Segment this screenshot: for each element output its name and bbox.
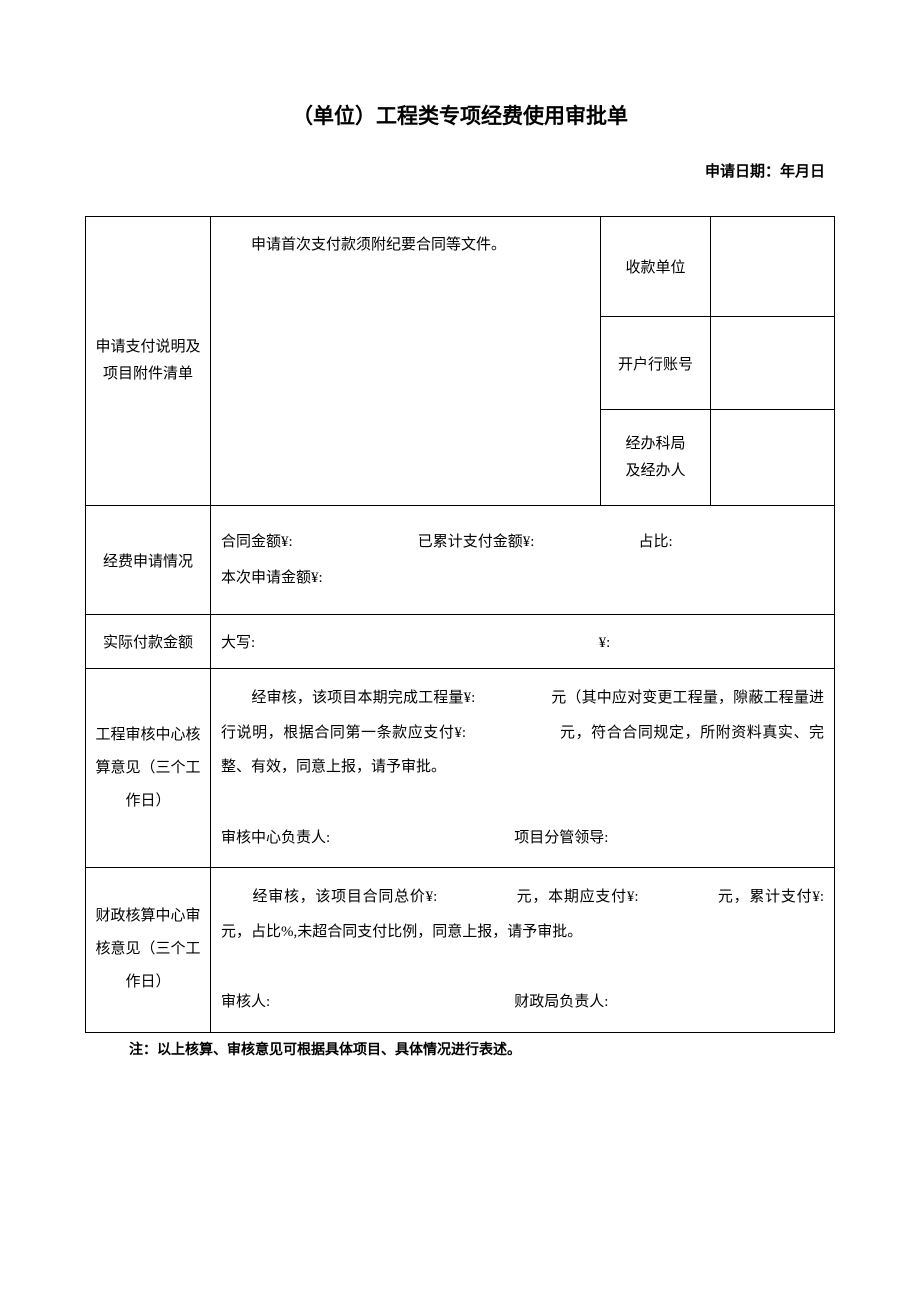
handler-label: 经办科局 及经办人 <box>601 410 711 506</box>
bank-account-label: 开户行账号 <box>601 317 711 410</box>
document-page: （单位）工程类专项经费使用审批单 申请日期：年月日 申请支付说明及项目附件清单 … <box>0 0 920 1119</box>
footer-note: 注：以上核算、审核意见可根据具体项目、具体情况进行表述。 <box>85 1039 835 1059</box>
amount-currency-label: ¥: <box>599 635 611 652</box>
application-desc-label: 申请支付说明及项目附件清单 <box>86 217 211 506</box>
paid-amount-label: 已累计支付金额¥: <box>418 524 635 560</box>
fin-audit-label: 财政核算中心审核意见（三个工作日） <box>86 868 211 1033</box>
handler-value <box>711 410 835 506</box>
apply-date-label: 申请日期：年月日 <box>85 160 835 181</box>
form-title: （单位）工程类专项经费使用审批单 <box>85 100 835 130</box>
contract-amount-label: 合同金额¥: <box>221 524 414 560</box>
handler-line2: 及经办人 <box>607 458 704 485</box>
actual-pay-content: 大写: ¥: <box>211 615 835 669</box>
eng-audit-content: 经审核，该项目本期完成工程量¥: 元（其中应对变更工程量，隙蔽工程量进行说明，根… <box>211 669 835 868</box>
eng-audit-text: 经审核，该项目本期完成工程量¥: 元（其中应对变更工程量，隙蔽工程量进行说明，根… <box>221 681 824 785</box>
fee-apply-label: 经费申请情况 <box>86 506 211 615</box>
payee-label: 收款单位 <box>601 217 711 317</box>
eng-audit-sign1: 审核中心负责人: <box>221 821 510 856</box>
amount-upper-label: 大写: <box>221 631 595 652</box>
fee-apply-content: 合同金额¥: 已累计支付金额¥: 占比: 本次申请金额¥: <box>211 506 835 615</box>
fin-audit-content: 经审核，该项目合同总价¥: 元，本期应支付¥: 元，累计支付¥: 元，占比%,未… <box>211 868 835 1033</box>
eng-audit-sign2: 项目分管领导: <box>514 821 803 856</box>
bank-account-value <box>711 317 835 410</box>
handler-line1: 经办科局 <box>607 431 704 458</box>
fin-audit-sign2: 财政局负责人: <box>514 985 803 1020</box>
payee-value <box>711 217 835 317</box>
this-apply-amount-label: 本次申请金额¥: <box>221 560 824 596</box>
ratio-label: 占比: <box>639 524 808 560</box>
fin-audit-text: 经审核，该项目合同总价¥: 元，本期应支付¥: 元，累计支付¥: 元，占比%,未… <box>221 880 824 949</box>
actual-pay-label: 实际付款金额 <box>86 615 211 669</box>
application-note-cell: 申请首次支付款须附纪要合同等文件。 <box>211 217 601 506</box>
fin-audit-sign1: 审核人: <box>221 985 510 1020</box>
approval-form-table: 申请支付说明及项目附件清单 申请首次支付款须附纪要合同等文件。 收款单位 开户行… <box>85 216 835 1033</box>
eng-audit-label: 工程审核中心核算意见（三个工作日） <box>86 669 211 868</box>
